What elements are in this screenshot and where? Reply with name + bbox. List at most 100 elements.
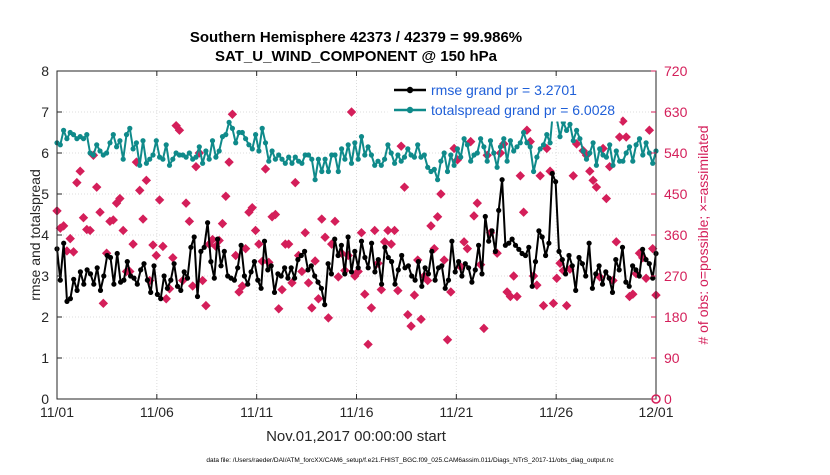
y-tick-label-right: 180 [664, 309, 688, 325]
point-totalspread [425, 164, 431, 170]
point-rmse [506, 240, 512, 246]
point-totalspread [249, 146, 255, 152]
point-totalspread [405, 146, 411, 152]
y-tick-label-right: 0 [664, 391, 672, 407]
point-totalspread [120, 156, 126, 162]
point-totalspread [557, 134, 563, 140]
point-rmse [472, 267, 478, 273]
point-totalspread [97, 148, 103, 154]
point-rmse [255, 277, 261, 283]
point-totalspread [597, 146, 603, 152]
point-rmse [358, 238, 365, 244]
point-rmse [144, 277, 150, 283]
point-totalspread [504, 158, 510, 164]
point-totalspread [282, 160, 288, 166]
point-rmse [365, 265, 371, 271]
point-rmse [553, 179, 559, 185]
obs-point [68, 247, 79, 257]
y-tick-label-left: 7 [41, 104, 49, 120]
point-totalspread [196, 144, 202, 150]
obs-point [201, 300, 211, 311]
point-totalspread [117, 138, 123, 144]
point-rmse [151, 263, 157, 269]
ticks: 11/01 11/06 11/11 11/16 11/21 11/26 12/0101234… [40, 63, 688, 420]
obs-point [95, 207, 105, 217]
point-rmse [650, 275, 656, 281]
obs-point [353, 266, 363, 277]
point-rmse [338, 242, 344, 248]
obs-point [439, 255, 449, 265]
obs-point [426, 221, 436, 231]
point-totalspread [438, 158, 444, 164]
point-rmse [593, 271, 599, 277]
point-rmse [549, 170, 555, 177]
point-rmse [221, 248, 227, 254]
point-rmse [596, 263, 602, 269]
point-rmse [385, 254, 391, 261]
obs-point [641, 273, 651, 283]
point-totalspread [474, 150, 480, 156]
point-totalspread [570, 138, 576, 144]
point-rmse [466, 265, 472, 271]
obs-point [287, 278, 297, 288]
obs-point [297, 266, 307, 277]
point-totalspread [358, 134, 365, 140]
obs-point [234, 287, 244, 297]
point-rmse [526, 244, 532, 250]
point-totalspread [540, 142, 547, 148]
point-totalspread [435, 177, 441, 183]
point-totalspread [468, 158, 474, 164]
point-rmse [61, 240, 67, 246]
point-rmse [342, 271, 348, 277]
point-totalspread [431, 166, 437, 172]
obs-point [647, 243, 658, 254]
point-totalspread [531, 168, 537, 175]
point-totalspread [209, 138, 216, 144]
y-tick-label-left: 0 [41, 391, 49, 407]
point-rmse [532, 259, 539, 265]
point-rmse [412, 277, 418, 283]
point-rmse [362, 254, 368, 261]
point-rmse [392, 281, 398, 287]
point-totalspread [339, 146, 345, 152]
point-rmse [111, 281, 117, 287]
obs-point [191, 161, 201, 172]
point-totalspread [567, 121, 573, 127]
point-totalspread [345, 142, 351, 148]
obs-point [508, 271, 519, 281]
point-totalspread [342, 156, 348, 162]
obs-point [260, 164, 271, 174]
point-totalspread [593, 162, 600, 168]
point-rmse [158, 296, 164, 302]
point-totalspread [305, 152, 312, 158]
point-rmse [583, 273, 589, 279]
point-totalspread [534, 154, 540, 160]
obs-point [58, 221, 69, 231]
footer-note: data file: /Users/raeder/DAI/ATM_forcXX/… [206, 457, 614, 464]
point-rmse [399, 252, 405, 259]
point-rmse [114, 250, 120, 257]
obs-point [118, 225, 128, 236]
point-rmse [643, 257, 649, 263]
point-totalspread [626, 144, 633, 150]
point-rmse [640, 246, 646, 252]
x-tick-label: 11/06 [140, 404, 174, 420]
point-totalspread [415, 142, 421, 148]
x-tick-label: 12/01 [638, 404, 673, 420]
point-rmse [543, 252, 549, 259]
point-rmse [194, 293, 201, 300]
point-totalspread [507, 138, 513, 144]
point-rmse [613, 257, 619, 263]
y-tick-label-left: 8 [41, 63, 49, 79]
obs-point [644, 125, 655, 135]
point-totalspread [514, 144, 520, 150]
point-totalspread [170, 156, 176, 162]
point-totalspread [580, 148, 586, 154]
point-rmse [429, 248, 435, 254]
obs-point [240, 243, 251, 254]
obs-point [462, 243, 473, 254]
point-totalspread [166, 162, 173, 168]
obs-point [303, 278, 314, 288]
point-rmse [486, 238, 492, 244]
point-rmse [633, 267, 639, 273]
